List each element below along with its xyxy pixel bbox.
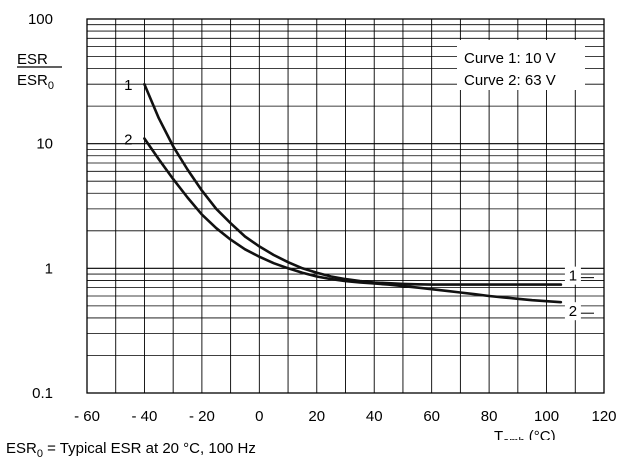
x-tick-label: - 60 [74, 408, 100, 425]
series-2-end-label-bg [564, 302, 581, 321]
y-tick-label: 1 [45, 260, 53, 277]
plot-frame [86, 18, 605, 394]
series-1-end-label: 1 [569, 268, 577, 285]
series-layer: 1 1 2 2 [124, 77, 594, 321]
footnote-subscript: 0 [36, 448, 43, 460]
y-tick-label: 0.1 [32, 385, 53, 402]
x-tick-label: 60 [423, 408, 440, 425]
x-label: Tamb (°C) [494, 428, 556, 440]
y-label-numerator: ESR [17, 51, 48, 68]
series-2-start-label: 2 [124, 132, 132, 149]
x-tick-label: 0 [255, 408, 263, 425]
x-tick-label: 80 [481, 408, 498, 425]
series-2-line [143, 137, 563, 304]
x-tick-label: 20 [308, 408, 325, 425]
x-label-base: T [494, 428, 503, 440]
x-tick-label: - 20 [189, 408, 215, 425]
esr-temperature-chart: 1 1 2 2 - 60 - 40 - 20 0 20 40 60 80 100 120 0.1 1 10 10… [17, 11, 617, 440]
footnote-prefix: ESR [6, 440, 37, 457]
x-tick-label: 40 [366, 408, 383, 425]
x-tick-label: - 40 [132, 408, 158, 425]
y-tick-label: 100 [28, 11, 53, 28]
x-label-unit: (°C) [525, 428, 556, 440]
x-tick-label: 100 [534, 408, 559, 425]
series-2-end-label: 2 [569, 303, 577, 320]
legend-line-1: Curve 1: 10 V [464, 50, 556, 67]
y-label-denominator-subscript: 0 [48, 80, 54, 92]
y-tick-label: 10 [36, 136, 53, 153]
legend-line-2: Curve 2: 63 V [464, 72, 556, 89]
series-1-line [143, 82, 563, 286]
x-tick-label: 120 [591, 408, 616, 425]
series-1-start-label: 1 [124, 77, 132, 94]
x-label-subscript: amb [503, 436, 524, 440]
footnote-text: = Typical ESR at 20 °C, 100 Hz [42, 440, 256, 457]
series-1-end-label-bg [564, 266, 581, 285]
legend-box [457, 40, 585, 90]
footnote: ESR0 = Typical ESR at 20 °C, 100 Hz [6, 440, 256, 460]
y-label-denominator-base: ESR [17, 72, 48, 89]
y-label-denominator: ESR0 [17, 72, 54, 92]
